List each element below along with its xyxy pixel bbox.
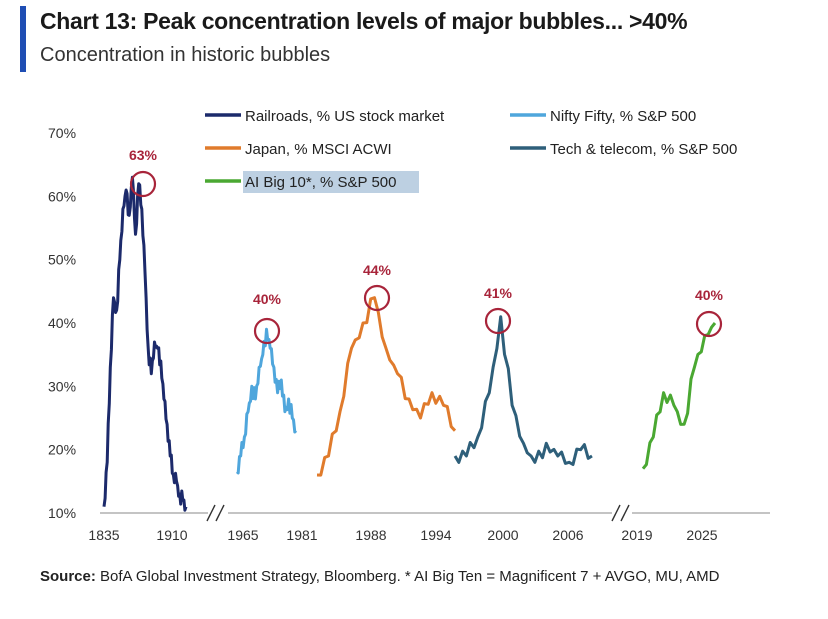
legend-highlight <box>243 171 419 193</box>
x-tick-label: 1994 <box>420 527 451 543</box>
x-tick-label: 1981 <box>286 527 317 543</box>
axis-break-mark <box>611 504 621 522</box>
x-tick-label: 1965 <box>227 527 258 543</box>
y-tick-label: 50% <box>48 252 76 268</box>
y-tick-label: 30% <box>48 378 76 394</box>
y-tick-label: 70% <box>48 125 76 141</box>
source-label: Source: <box>40 568 96 585</box>
axis-break-mark <box>620 504 630 522</box>
peak-label: 63% <box>129 147 158 163</box>
peak-circle <box>484 307 512 335</box>
legend-label: Japan, % MSCI ACWI <box>245 141 392 158</box>
x-tick-label: 2006 <box>552 527 583 543</box>
y-tick-label: 20% <box>48 442 76 458</box>
peak-label: 40% <box>253 291 282 307</box>
y-tick-label: 10% <box>48 505 76 521</box>
peak-circle <box>129 170 157 198</box>
series-line <box>235 327 298 475</box>
legend-label: AI Big 10*, % S&P 500 <box>245 174 397 191</box>
series-line <box>102 175 188 512</box>
x-tick-label: 2025 <box>686 527 717 543</box>
legend-label: Railroads, % US stock market <box>245 108 445 125</box>
chart-title: Chart 13: Peak concentration levels of m… <box>40 8 688 34</box>
series-line <box>641 322 717 470</box>
x-tick-label: 1835 <box>88 527 119 543</box>
title-accent-bar <box>20 6 26 72</box>
y-tick-label: 40% <box>48 315 76 331</box>
series-line <box>453 315 593 466</box>
x-tick-label: 1988 <box>355 527 386 543</box>
legend-label: Tech & telecom, % S&P 500 <box>550 141 737 158</box>
chart-canvas: 10% 20% 30% 40% 50% 60% 70% 1835 1910 1965 1981 198… <box>48 108 770 543</box>
x-tick-label: 1910 <box>156 527 187 543</box>
axis-break-mark <box>206 504 216 522</box>
peak-label: 41% <box>484 285 513 301</box>
series-line <box>316 296 457 477</box>
legend-label: Nifty Fifty, % S&P 500 <box>550 108 696 125</box>
peak-circle <box>695 310 723 338</box>
source-text: BofA Global Investment Strategy, Bloombe… <box>100 568 720 585</box>
axis-break-mark <box>215 504 225 522</box>
peak-label: 40% <box>695 287 724 303</box>
y-tick-label: 60% <box>48 188 76 204</box>
x-tick-label: 2000 <box>487 527 518 543</box>
chart-subtitle: Concentration in historic bubbles <box>40 44 331 66</box>
peak-circle <box>253 317 281 345</box>
x-tick-label: 2019 <box>621 527 652 543</box>
source-note: Source: BofA Global Investment Strategy,… <box>40 566 800 588</box>
peak-circle <box>363 284 391 312</box>
peak-label: 44% <box>363 262 392 278</box>
